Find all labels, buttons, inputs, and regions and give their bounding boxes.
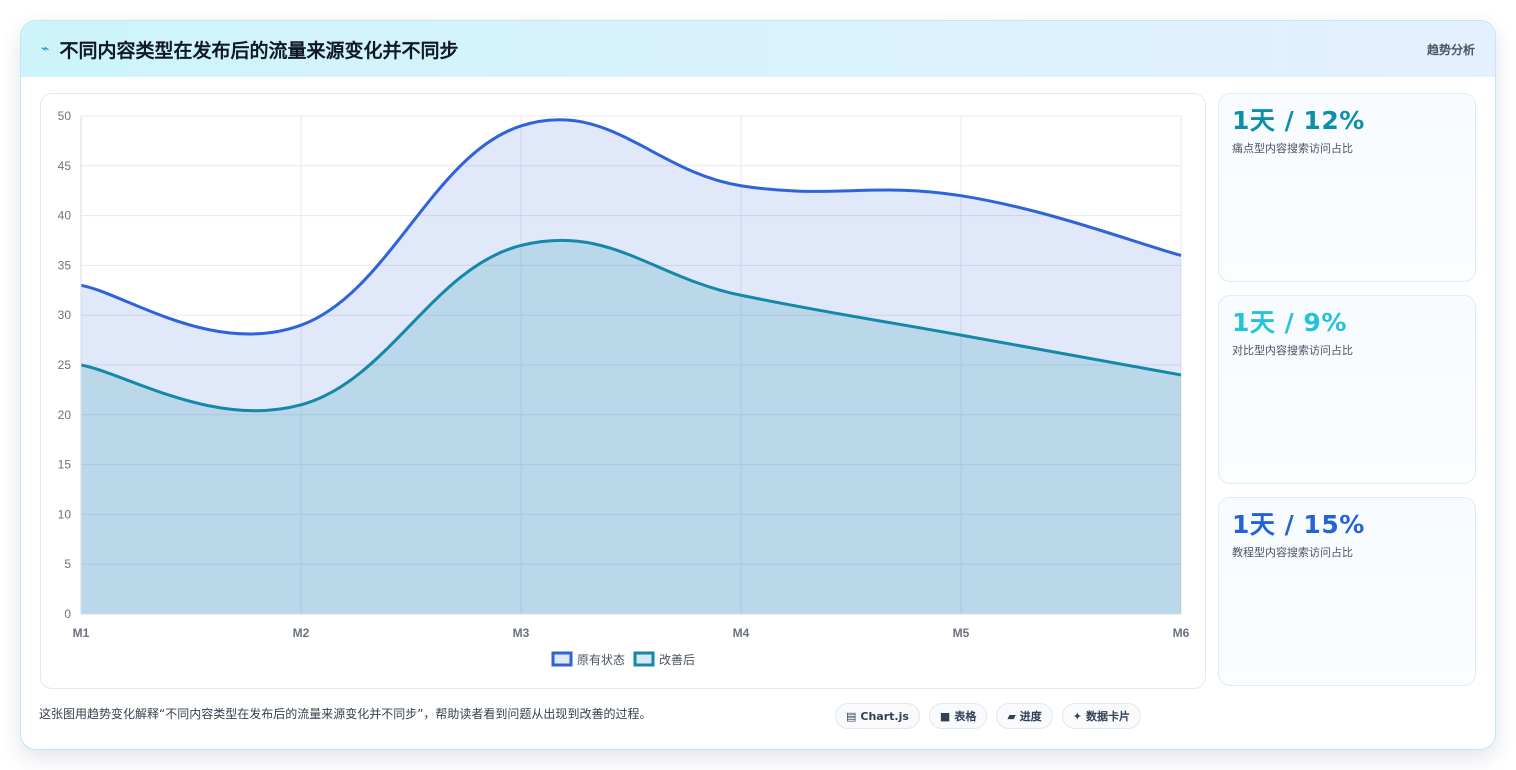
y-tick-label: 45 (58, 159, 72, 173)
table-icon: ■ (939, 709, 951, 723)
legend-label: 原有状态 (577, 653, 625, 667)
chip-label: 表格 (954, 710, 977, 723)
progress-icon: ▰ (1007, 709, 1016, 723)
chip-label: 数据卡片 (1086, 710, 1131, 723)
chart-panel: 0 5 10 15 20 25 30 35 40 45 50 M1 M2 M3 M4 M5 M6 原有状态 改善后 (40, 93, 1206, 689)
y-tick-label: 10 (58, 507, 72, 521)
trend-analysis-tag: 趋势分析 (1426, 42, 1475, 57)
stat-value: 1天 / 9% (1232, 308, 1347, 337)
y-tick-label: 25 (58, 358, 72, 372)
stat-card-comparison: 1天 / 9% 对比型内容搜索访问占比 (1218, 295, 1476, 484)
chart-icon: ▤ (846, 709, 857, 723)
sparkle-icon: ✦ (1072, 709, 1083, 723)
legend-swatch (551, 651, 573, 667)
x-tick-label: M4 (733, 626, 750, 640)
x-tick-label: M6 (1173, 626, 1190, 640)
chip-label: Chart.js (860, 709, 909, 723)
y-tick-label: 35 (58, 258, 72, 272)
series-area-2 (81, 240, 1181, 614)
series-line-1 (80, 118, 1182, 336)
chip-list: ▤ Chart.js ■ 表格 ▰ 进度 ✦ 数据卡片 (835, 703, 1142, 729)
stat-label: 教程型内容搜索访问占比 (1232, 546, 1353, 559)
lightning-icon: ⌁ (41, 41, 50, 57)
stat-card-pain-point: 1天 / 12% 痛点型内容搜索访问占比 (1218, 93, 1476, 282)
y-tick-label: 15 (58, 458, 72, 472)
stat-value: 1天 / 12% (1232, 106, 1365, 135)
x-tick-label: M1 (73, 626, 90, 640)
y-tick-label: 50 (58, 109, 72, 123)
chip-label: 进度 (1019, 710, 1042, 723)
y-tick-label: 5 (64, 557, 71, 571)
stat-value: 1天 / 15% (1232, 510, 1365, 539)
chart-caption: 这张图用趋势变化解释“不同内容类型在发布后的流量来源变化并不同步”，帮助读者看到… (39, 707, 652, 721)
y-tick-label: 30 (58, 308, 72, 322)
stat-label: 对比型内容搜索访问占比 (1232, 344, 1353, 357)
x-tick-label: M2 (293, 626, 310, 640)
x-tick-label: M5 (953, 626, 970, 640)
stat-card-tutorial: 1天 / 15% 教程型内容搜索访问占比 (1218, 497, 1476, 686)
y-tick-label: 0 (64, 607, 71, 621)
chip-table[interactable]: ■ 表格 (928, 703, 988, 729)
y-tick-label: 40 (58, 209, 72, 223)
title-group: ⌁ 不同内容类型在发布后的流量来源变化并不同步 (41, 36, 458, 63)
legend-swatch (633, 651, 655, 667)
series-line-2 (80, 238, 1182, 413)
y-tick-label: 20 (58, 408, 72, 422)
stat-label: 痛点型内容搜索访问占比 (1232, 142, 1353, 155)
chip-progress[interactable]: ▰ 进度 (996, 703, 1053, 729)
x-tick-label: M3 (513, 626, 530, 640)
chip-data-cards[interactable]: ✦ 数据卡片 (1061, 703, 1142, 729)
card-title: 不同内容类型在发布后的流量来源变化并不同步 (59, 39, 459, 62)
legend-label: 改善后 (659, 652, 695, 667)
chart-card: ⌁ 不同内容类型在发布后的流量来源变化并不同步 趋势分析 0 5 10 15 20 25 3… (20, 20, 1496, 750)
series-area-1 (81, 119, 1181, 614)
chart-legend: 原有状态 改善后 (551, 651, 695, 667)
card-header: ⌁ 不同内容类型在发布后的流量来源变化并不同步 趋势分析 (21, 21, 1495, 77)
chip-chartjs[interactable]: ▤ Chart.js (835, 703, 920, 729)
line-chart: 0 5 10 15 20 25 30 35 40 45 50 M1 M2 M3 M4 M5 M6 原有状态 改善后 (58, 109, 1190, 667)
